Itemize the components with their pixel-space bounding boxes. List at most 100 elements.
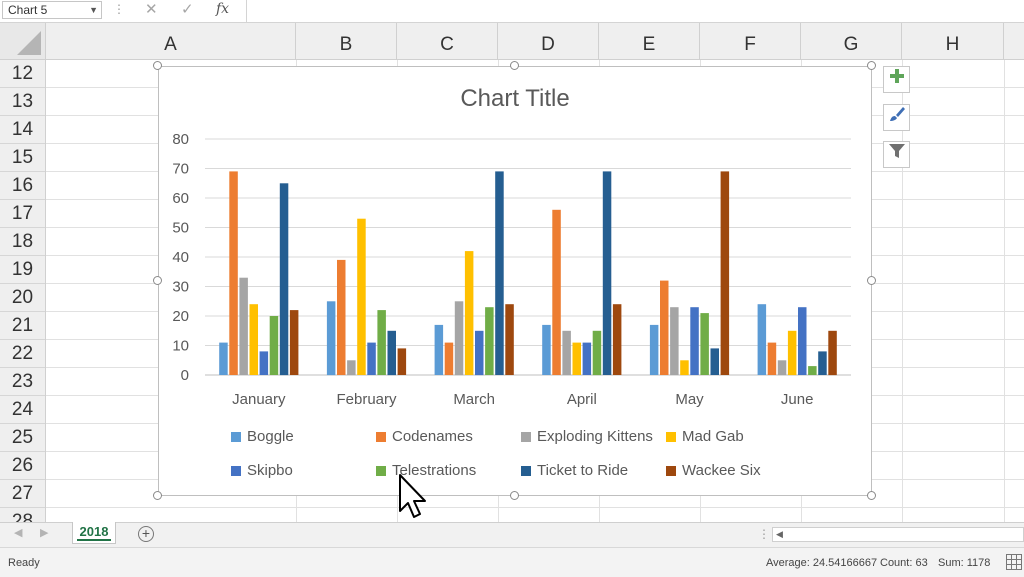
bar[interactable] <box>700 313 709 375</box>
row-header[interactable]: 20 <box>0 284 45 312</box>
column-header-d[interactable]: D <box>498 23 599 59</box>
chart-styles-button[interactable] <box>883 104 910 131</box>
bar[interactable] <box>377 310 386 375</box>
bar[interactable] <box>680 360 689 376</box>
legend-item[interactable]: Mad Gab <box>666 428 744 446</box>
bar[interactable] <box>289 310 299 375</box>
bar[interactable] <box>475 330 484 376</box>
bar[interactable] <box>552 209 561 375</box>
status-count[interactable]: Count: 63 <box>880 557 928 569</box>
bar[interactable] <box>582 342 592 375</box>
bar[interactable] <box>219 342 228 375</box>
legend-item[interactable]: Skipbo <box>231 462 293 480</box>
row-header[interactable]: 18 <box>0 228 45 256</box>
bar[interactable] <box>828 330 837 376</box>
bar[interactable] <box>434 324 444 375</box>
bar[interactable] <box>818 351 827 375</box>
resize-handle[interactable] <box>510 61 519 70</box>
column-header-b[interactable]: B <box>296 23 397 59</box>
scroll-left-icon[interactable]: ◀ <box>776 529 783 539</box>
bar[interactable] <box>495 171 504 375</box>
resize-handle[interactable] <box>867 61 876 70</box>
bar[interactable] <box>690 307 699 375</box>
bar[interactable] <box>229 171 238 375</box>
bar[interactable] <box>259 351 269 375</box>
legend-item[interactable]: Exploding Kittens <box>521 428 653 446</box>
close-icon[interactable]: ✕ <box>145 1 158 18</box>
bar[interactable] <box>444 342 454 375</box>
chart-elements-button[interactable] <box>883 66 910 93</box>
bar[interactable] <box>485 307 494 375</box>
resize-handle[interactable] <box>153 491 162 500</box>
resize-handle[interactable] <box>867 276 876 285</box>
bar[interactable] <box>279 183 289 376</box>
bar[interactable] <box>562 330 571 376</box>
chevron-down-icon[interactable]: ▼ <box>89 5 98 15</box>
row-header[interactable]: 27 <box>0 480 45 508</box>
bar[interactable] <box>777 360 787 376</box>
bar[interactable] <box>397 348 407 375</box>
sheet-tab-2018[interactable]: 2018 <box>72 522 116 544</box>
bar[interactable] <box>239 277 248 375</box>
bar[interactable] <box>326 301 336 376</box>
bar[interactable] <box>602 171 612 375</box>
status-sum[interactable]: Sum: 1178 <box>938 557 991 569</box>
row-header[interactable]: 23 <box>0 368 45 396</box>
tab-scroll-right-icon[interactable]: ▶ <box>40 527 49 539</box>
bar[interactable] <box>767 342 777 375</box>
bar[interactable] <box>649 324 659 375</box>
bar[interactable] <box>542 324 551 375</box>
bar[interactable] <box>592 330 602 376</box>
row-header[interactable]: 12 <box>0 60 45 88</box>
bar[interactable] <box>505 304 514 375</box>
bar[interactable] <box>337 259 346 375</box>
bar[interactable] <box>269 316 279 375</box>
horizontal-scrollbar[interactable]: ◀ <box>772 527 1024 542</box>
row-header[interactable]: 25 <box>0 424 45 452</box>
tab-scroll-left-icon[interactable]: ◀ <box>14 527 23 539</box>
chart-object[interactable]: Chart Title 0 10 20 30 40 50 60 70 80 January Febr… <box>158 66 872 496</box>
row-header[interactable]: 26 <box>0 452 45 480</box>
bar[interactable] <box>387 330 397 376</box>
row-header[interactable]: 16 <box>0 172 45 200</box>
bar[interactable] <box>670 307 679 375</box>
bar[interactable] <box>720 171 730 375</box>
chart-title[interactable]: Chart Title <box>460 85 570 112</box>
resize-handle[interactable] <box>867 491 876 500</box>
resize-handle[interactable] <box>153 276 162 285</box>
bar[interactable] <box>660 280 669 375</box>
row-header[interactable]: 19 <box>0 256 45 284</box>
bar[interactable] <box>798 307 807 375</box>
legend-item[interactable]: Boggle <box>231 428 294 446</box>
column-header-f[interactable]: F <box>700 23 801 59</box>
bar[interactable] <box>357 218 366 375</box>
column-header-c[interactable]: C <box>397 23 498 59</box>
legend-item[interactable]: Ticket to Ride <box>521 462 628 480</box>
bar[interactable] <box>464 251 474 375</box>
bar[interactable] <box>787 330 797 376</box>
chart-plot[interactable]: 0 10 20 30 40 50 60 70 80 January February March Apr… <box>159 67 873 497</box>
bar[interactable] <box>367 342 376 375</box>
normal-view-button[interactable] <box>1006 554 1022 570</box>
row-header[interactable]: 17 <box>0 200 45 228</box>
bar[interactable] <box>757 304 767 375</box>
select-all-button[interactable] <box>0 23 46 59</box>
bar[interactable] <box>454 301 464 376</box>
column-header-e[interactable]: E <box>599 23 700 59</box>
bar[interactable] <box>710 348 720 375</box>
check-icon[interactable]: ✓ <box>181 1 194 18</box>
bar[interactable] <box>572 342 582 375</box>
resize-handle[interactable] <box>153 61 162 70</box>
column-header-h[interactable]: H <box>902 23 1004 59</box>
row-header[interactable]: 22 <box>0 340 45 368</box>
legend-item[interactable]: Wackee Six <box>666 462 761 480</box>
row-header[interactable]: 14 <box>0 116 45 144</box>
column-header-a[interactable]: A <box>46 23 296 59</box>
column-header-g[interactable]: G <box>801 23 902 59</box>
bar[interactable] <box>808 366 817 375</box>
status-average[interactable]: Average: 24.54166667 <box>766 557 878 569</box>
bar[interactable] <box>249 304 259 375</box>
row-header[interactable]: 15 <box>0 144 45 172</box>
row-header[interactable]: 28 <box>0 508 45 522</box>
chart-filters-button[interactable] <box>883 141 910 168</box>
